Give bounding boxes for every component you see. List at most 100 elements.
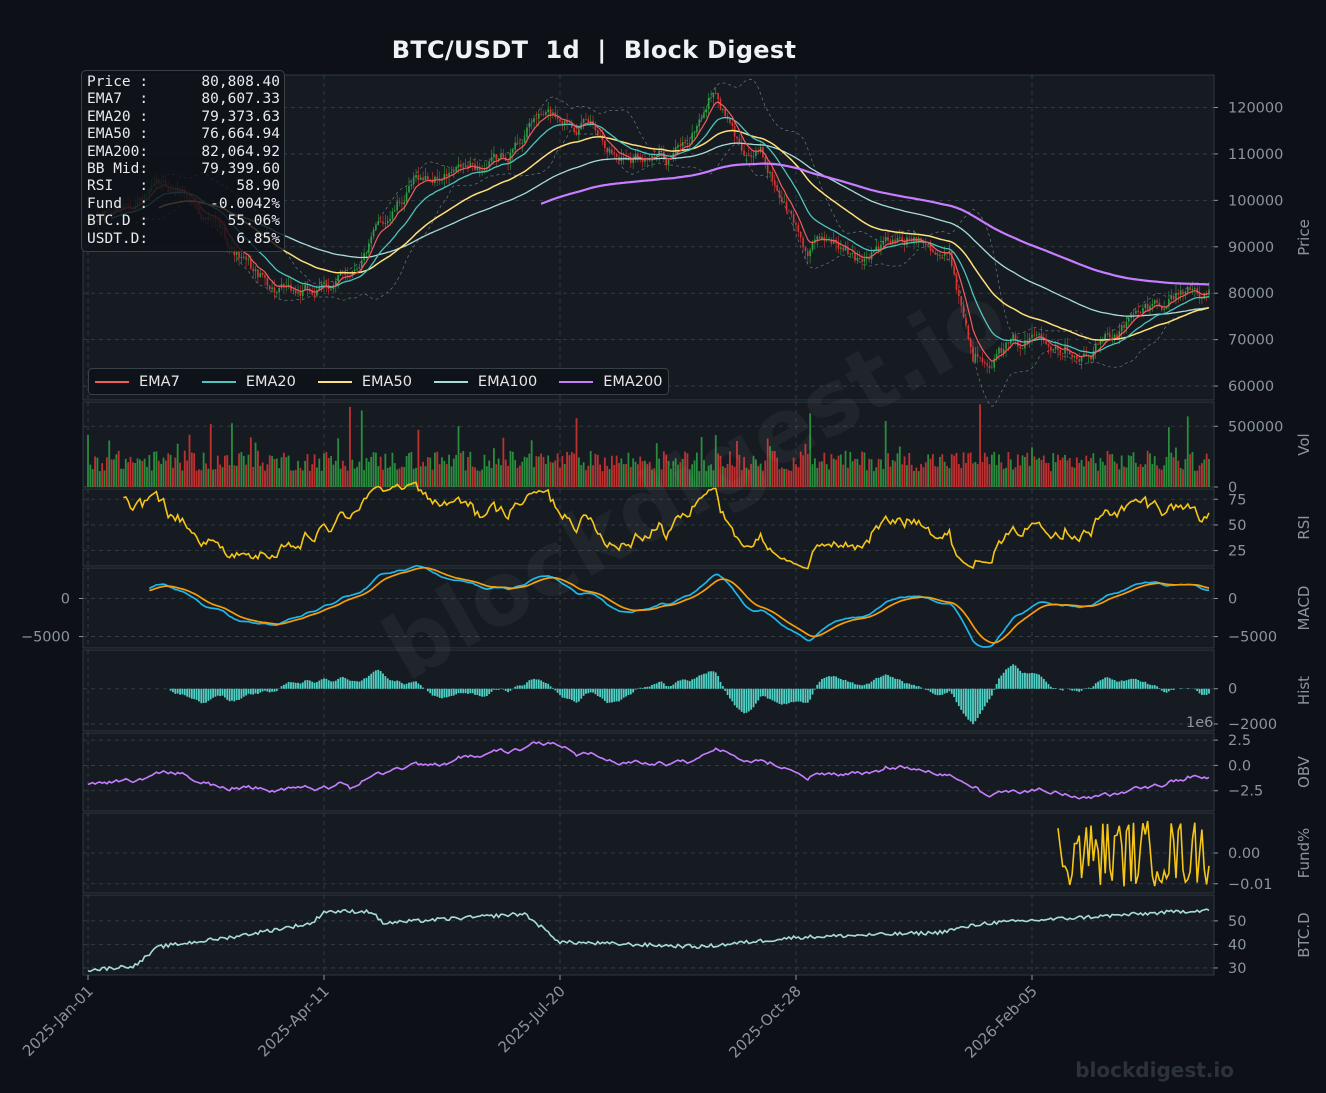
volume-bar (679, 462, 682, 487)
volume-bar (884, 421, 887, 487)
volume-bar (1189, 454, 1192, 487)
hist-bar (481, 688, 484, 697)
volume-bar (910, 464, 913, 487)
volume-bar (622, 464, 625, 487)
hist-bar (353, 680, 356, 689)
hist-bar (575, 688, 578, 703)
volume-bar (1092, 453, 1095, 487)
candle-body (1153, 300, 1156, 304)
volume-bar (540, 453, 543, 487)
hist-bar (1201, 688, 1203, 696)
candle-body (863, 258, 866, 262)
volume-bar (658, 458, 661, 487)
volume-bar (1130, 455, 1133, 487)
hist-bar (769, 688, 771, 699)
hist-bar (467, 688, 469, 694)
hist-bar (212, 688, 214, 698)
volume-bar (1002, 468, 1005, 487)
volume-bar (931, 454, 934, 487)
candle-body (337, 275, 339, 282)
hist-bar (700, 674, 703, 689)
axis-label-rsi: RSI (1295, 515, 1313, 539)
volume-bar (927, 454, 930, 487)
hist-bar (1144, 681, 1147, 689)
candle-body (552, 112, 554, 116)
candle-body (950, 250, 953, 267)
hist-bar (1021, 672, 1024, 689)
hist-bar (275, 688, 278, 692)
volume-bar (811, 464, 814, 487)
volume-bar (485, 466, 488, 487)
volume-bar (502, 437, 505, 487)
volume-bar (247, 454, 250, 487)
volume-bar (400, 466, 403, 487)
hist-bar (858, 684, 861, 689)
macd-line (149, 564, 1210, 648)
candle-body (932, 250, 934, 253)
y-tick-label: 25 (1228, 544, 1246, 560)
volume-bar (240, 451, 243, 487)
hist-bar (1127, 679, 1130, 689)
candle-body (1002, 349, 1005, 353)
volume-bar (1120, 455, 1123, 487)
volume-bar (986, 456, 989, 487)
volume-bar (1045, 462, 1048, 487)
candle-body (247, 258, 250, 260)
volume-bar (998, 454, 1000, 487)
hist-bar (488, 688, 491, 695)
hist-bar (172, 688, 174, 693)
volume-bar (139, 459, 141, 487)
hist-bar (854, 684, 856, 689)
volume-bar (1144, 464, 1147, 487)
info-row-ema200: EMA200: 82,064.92 (87, 143, 280, 160)
volume-bar (802, 455, 804, 487)
hist-bar (662, 683, 665, 689)
volume-bar (419, 466, 422, 487)
volume-bar (495, 464, 498, 487)
hist-bar (474, 688, 476, 695)
volume-bar (835, 459, 838, 487)
axis-label-macd: MACD (1295, 586, 1313, 631)
ema200-line (540, 162, 1210, 286)
volume-bar (526, 457, 528, 487)
volume-bar (356, 466, 358, 487)
panel-fund (82, 812, 1215, 894)
candle-body (372, 229, 375, 237)
candle-body (703, 112, 705, 118)
hist-bar (891, 677, 894, 689)
volume-bar (188, 434, 191, 487)
candle-body (453, 171, 455, 173)
volume-bar (530, 440, 533, 487)
hist-bar (939, 688, 941, 696)
x-tick-label: 2025-Jan-01 (19, 982, 97, 1060)
hist-bar (927, 688, 930, 691)
legend-item-ema100: EMA100 (433, 374, 537, 390)
candle-body (278, 287, 280, 293)
candle-body (984, 362, 986, 364)
volume-bar (431, 469, 434, 487)
volume-bar (1113, 461, 1116, 487)
hist-bar (599, 688, 602, 698)
candle-body (368, 243, 370, 253)
volume-bar (738, 454, 741, 487)
candle-body (1135, 310, 1137, 314)
volume-bar (1106, 450, 1109, 487)
candle-body (235, 251, 238, 255)
candle-body (1094, 343, 1097, 352)
candle-body (1123, 325, 1125, 328)
hist-bar (445, 688, 448, 698)
x-tick-label: 2026-Feb-05 (961, 982, 1041, 1062)
hist-bar (809, 688, 812, 700)
candle-body (972, 346, 974, 362)
volume-bar (698, 471, 701, 487)
hist-bar (490, 688, 493, 692)
candle-body (889, 240, 892, 244)
volume-bar (448, 454, 450, 487)
candle-body (986, 363, 988, 366)
volume-bar (936, 466, 939, 487)
hist-bar (544, 683, 547, 689)
hist-bar (304, 680, 307, 689)
candle-body (497, 158, 500, 160)
hist-bar (540, 680, 543, 689)
y-tick-label: 50 (1228, 518, 1246, 534)
